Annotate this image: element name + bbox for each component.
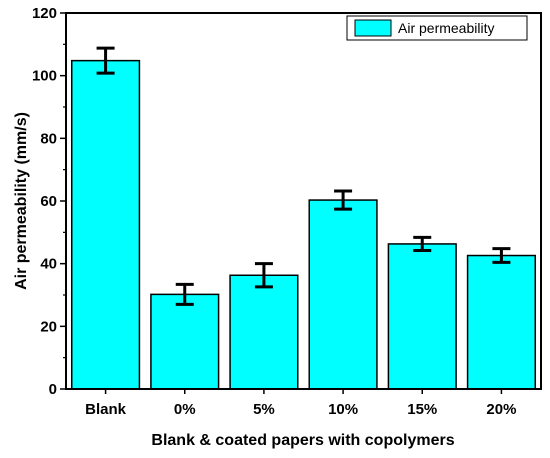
error-bar-0 — [96, 46, 115, 75]
y-tick-label-6: 120 — [32, 5, 57, 22]
error-bar-1 — [175, 282, 194, 306]
y-tick-label-5: 100 — [32, 68, 57, 85]
bar-4 — [387, 243, 457, 390]
x-tick-label-0: Blank — [85, 401, 127, 418]
x-axis: Blank 0% 5% 10% 15% 20% — [85, 389, 516, 418]
bar-0 — [70, 59, 141, 390]
y-tick-label-2: 40 — [40, 256, 57, 273]
x-tick-label-4: 15% — [407, 401, 437, 418]
legend-swatch — [354, 19, 392, 37]
bar-3 — [308, 199, 378, 390]
error-bar-3 — [334, 189, 353, 211]
error-bar-5 — [492, 247, 511, 264]
x-tick-label-3: 10% — [328, 401, 358, 418]
error-bar-4 — [413, 235, 432, 253]
y-axis-title: Air permeability (mm/s) — [13, 112, 30, 290]
x-tick-label-2: 5% — [253, 401, 275, 418]
bar-1 — [150, 293, 220, 390]
error-bar-2 — [254, 262, 273, 289]
bars — [70, 59, 537, 390]
bar-5 — [466, 254, 537, 390]
y-tick-label-0: 0 — [49, 381, 57, 398]
x-tick-label-5: 20% — [486, 401, 516, 418]
y-tick-label-4: 80 — [40, 130, 57, 147]
legend: Air permeability — [346, 15, 528, 41]
y-tick-label-1: 20 — [40, 318, 57, 335]
bar-2 — [229, 274, 299, 390]
y-axis: 0 20 40 60 80 100 120 — [32, 5, 66, 398]
x-tick-label-1: 0% — [174, 401, 196, 418]
error-bars — [96, 46, 511, 306]
legend-label: Air permeability — [398, 20, 494, 36]
x-axis-title: Blank & coated papers with copolymers — [151, 432, 454, 449]
y-tick-label-3: 60 — [40, 193, 57, 210]
